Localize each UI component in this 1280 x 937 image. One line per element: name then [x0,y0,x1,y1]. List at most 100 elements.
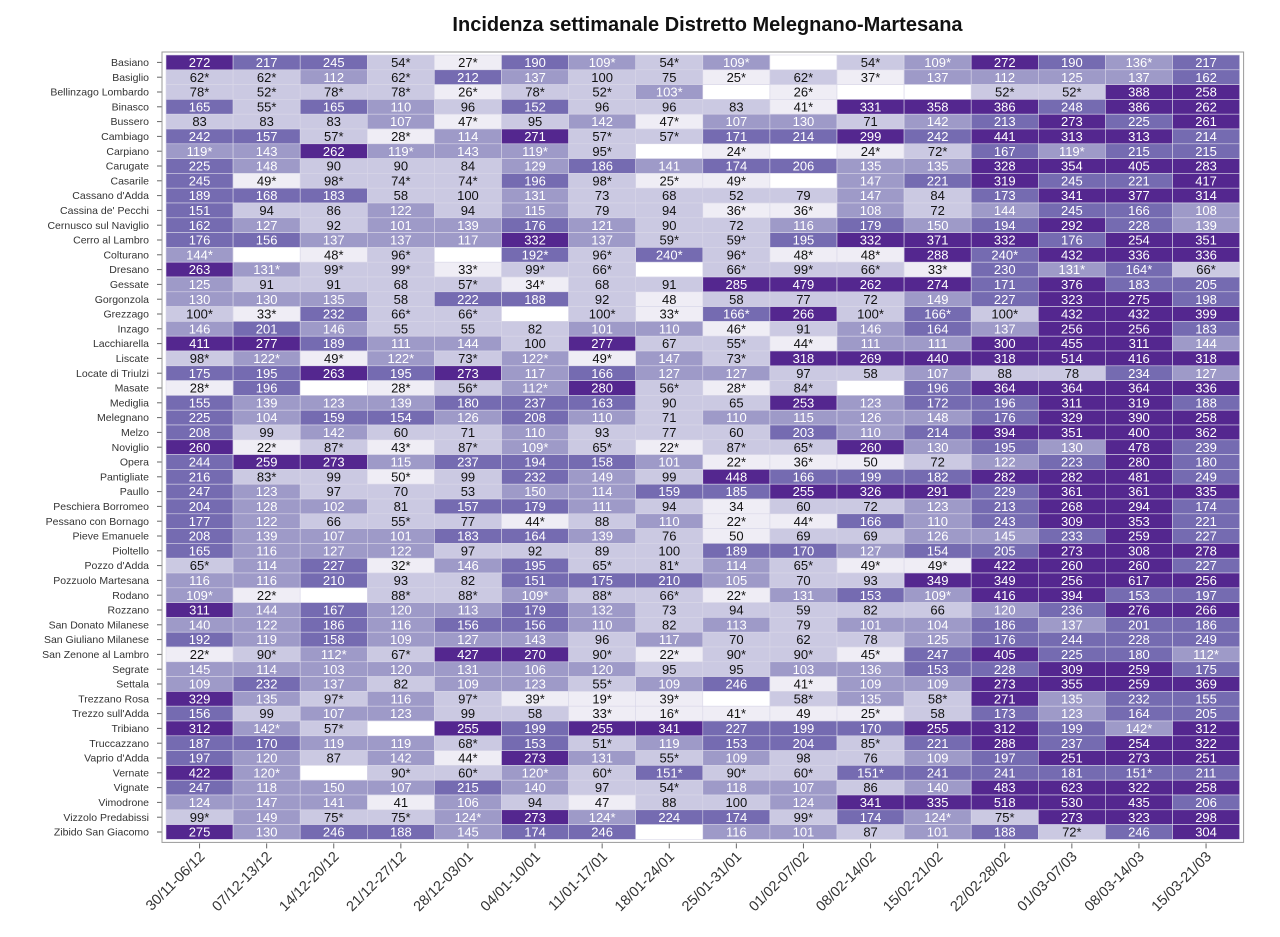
cell-value-label: 151* [1126,765,1153,780]
cell-value-label: 205 [994,543,1016,558]
cell-value-label: 72* [1062,825,1082,840]
cell-value-label: 224 [658,810,680,825]
cell-value-label: 101 [390,529,412,544]
cell-value-label: 215 [1195,144,1217,159]
cell-value-label: 273 [1061,114,1083,129]
heatmap-cell [299,765,368,781]
cell-value-label: 196 [927,381,949,396]
cell-value-label: 70 [394,484,408,499]
cell-value-label: 246 [725,677,747,692]
cell-value-label: 87* [458,440,478,455]
cell-value-label: 195 [793,233,815,248]
cell-value-label: 180 [457,395,479,410]
cell-value-label: 123 [390,706,412,721]
cell-value-label: 304 [1195,825,1217,840]
cell-value-label: 148 [927,410,949,425]
cell-value-label: 112* [1193,647,1219,662]
cell-value-label: 196 [994,395,1016,410]
cell-value-label: 156 [524,617,546,632]
cell-value-label: 62* [190,70,210,85]
cell-value-label: 225 [189,410,211,425]
cell-value-label: 34 [729,499,743,514]
row-label: Opera [120,457,149,469]
row-label: Zibido San Giacomo [54,827,149,839]
cell-value-label: 44* [458,751,478,766]
cell-value-label: 288 [994,736,1016,751]
cell-value-label: 99 [461,706,475,721]
cell-value-label: 135 [927,159,949,174]
cell-value-label: 119* [1059,144,1085,159]
cell-value-label: 66* [727,262,747,277]
cell-value-label: 124 [189,795,211,810]
cell-value-label: 106 [457,795,479,810]
cell-value-label: 197 [1195,588,1217,603]
cell-value-label: 90* [727,765,747,780]
cell-value-label: 186 [994,617,1016,632]
cell-value-label: 119 [256,632,277,647]
cell-value-label: 319 [1128,395,1150,410]
cell-value-label: 95 [729,662,743,677]
cell-value-label: 127 [323,543,345,558]
cell-value-label: 223 [1061,455,1083,470]
row-label: San Giuliano Milanese [44,634,149,646]
cell-value-label: 99 [662,469,676,484]
cell-value-label: 204 [189,499,211,514]
cell-value-label: 46* [727,321,747,336]
cell-value-label: 78* [324,85,344,100]
cell-value-label: 116 [256,543,277,558]
cell-value-label: 435 [1128,795,1150,810]
cell-value-label: 260 [1128,558,1150,573]
cell-value-label: 283 [1195,159,1217,174]
cell-value-label: 65* [592,440,612,455]
cell-value-label: 27* [458,55,478,70]
cell-value-label: 109 [927,677,949,692]
cell-value-label: 227 [1195,529,1217,544]
cell-value-label: 198 [1195,292,1217,307]
cell-value-label: 22* [727,514,747,529]
cell-value-label: 386 [1128,99,1150,114]
cell-value-label: 355 [1061,677,1083,692]
cell-value-label: 109 [189,677,211,692]
cell-value-label: 251 [1061,751,1083,766]
cell-value-label: 112 [323,70,344,85]
cell-value-label: 159 [323,410,345,425]
cell-value-label: 171 [994,277,1016,292]
cell-value-label: 75* [391,810,411,825]
row-label: Carugate [106,161,149,173]
cell-value-label: 75* [324,810,344,825]
cell-value-label: 155 [189,395,211,410]
cell-value-label: 273 [457,366,479,381]
row-label: Trezzo sull'Adda [72,708,149,720]
cell-value-label: 273 [524,751,546,766]
heatmap-cell [769,143,838,159]
cell-value-label: 55* [592,677,612,692]
row-label: Truccazzano [89,738,149,750]
cell-value-label: 135 [860,691,882,706]
cell-value-label: 120 [994,603,1016,618]
cell-value-label: 59* [659,233,679,248]
cell-value-label: 144 [256,603,278,618]
cell-value-label: 194 [994,218,1016,233]
cell-value-label: 246 [591,825,613,840]
cell-value-label: 24* [861,144,881,159]
cell-value-label: 126 [457,410,479,425]
cell-value-label: 199 [793,721,815,736]
cell-value-label: 137 [591,233,613,248]
cell-value-label: 124* [924,810,951,825]
cell-value-label: 273 [524,810,546,825]
cell-value-label: 135 [860,159,882,174]
cell-value-label: 68 [595,277,609,292]
cell-value-label: 309 [1061,514,1083,529]
cell-value-label: 54* [861,55,881,70]
cell-value-label: 422 [189,765,211,780]
cell-value-label: 292 [1061,218,1083,233]
cell-value-label: 335 [1195,484,1217,499]
cell-value-label: 41* [794,677,814,692]
cell-value-label: 364 [994,381,1016,396]
cell-value-label: 254 [1128,736,1150,751]
cell-value-label: 144 [457,336,479,351]
cell-value-label: 170 [793,543,815,558]
cell-value-label: 99* [190,810,210,825]
row-label: Bussero [110,116,149,128]
cell-value-label: 248 [1061,99,1083,114]
